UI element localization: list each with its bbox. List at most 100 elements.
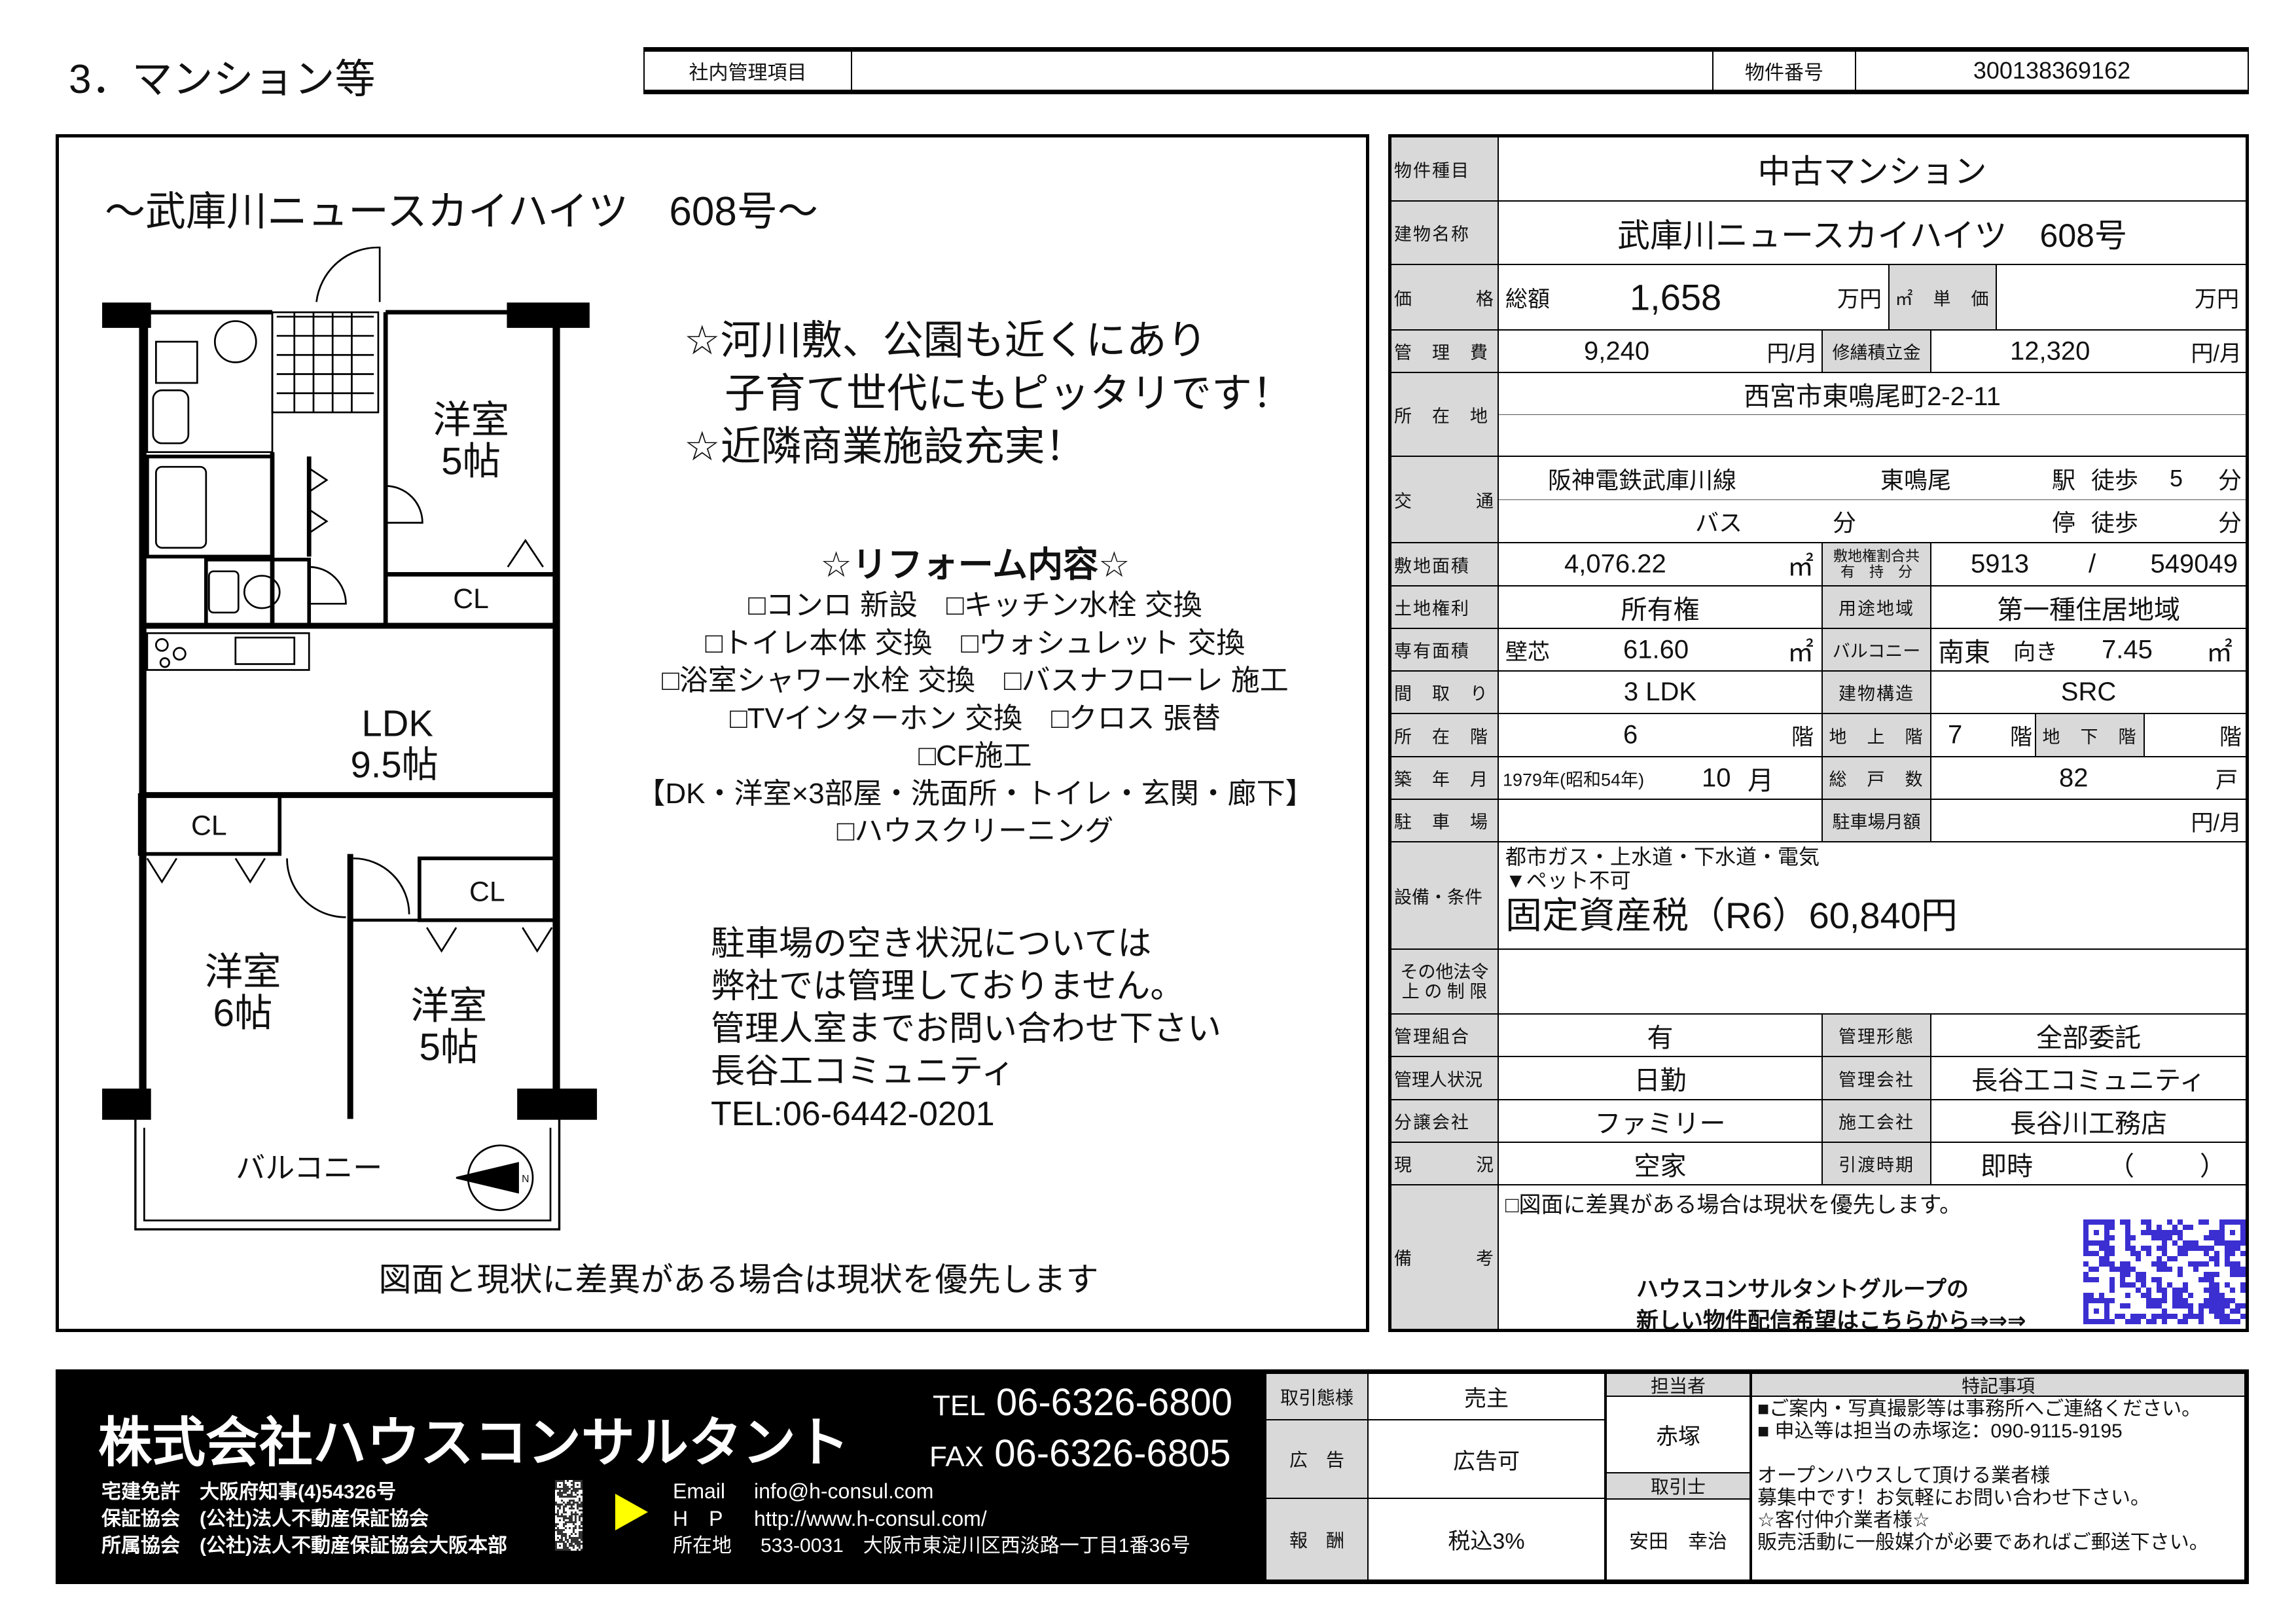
repair-fund: 12,320 bbox=[2010, 336, 2090, 365]
room-label: 洋室 bbox=[410, 984, 487, 1027]
note-line: オープンハウスして頂ける業者様 bbox=[1757, 1465, 2051, 1487]
license-line: 所属協会 (公社)法人不動産保証協会大阪本部 bbox=[101, 1535, 507, 1557]
row-facilities: 設備・条件 都市ガス・上水道・下水道・電気 ▼ペット不可 固定資産税（R6）60… bbox=[1391, 842, 2246, 950]
floor-area: 61.60 bbox=[1623, 635, 1689, 664]
reform-item: □CF施工 bbox=[918, 740, 1032, 772]
label: 現 bbox=[1394, 1155, 1413, 1175]
note-line bbox=[1757, 1443, 2239, 1465]
label: 考 bbox=[1476, 1249, 1495, 1269]
paren: ） bbox=[2200, 1151, 2226, 1181]
compass-north-icon: N bbox=[522, 1174, 529, 1185]
room-size: 6帖 bbox=[213, 992, 273, 1035]
label: 特記事項 bbox=[1751, 1373, 2246, 1397]
fax: 06-6326-6805 bbox=[994, 1432, 1231, 1475]
footer: 株式会社ハウスコンサルタント TEL 06-6326-6800 FAX 06-6… bbox=[56, 1369, 2249, 1584]
reform-title: ☆リフォーム内容☆ bbox=[820, 545, 1130, 585]
mgmt-company: 長谷工コミュニティ bbox=[1971, 1066, 2206, 1095]
unit: 戸 bbox=[2215, 768, 2238, 793]
label: 駐車場月額 bbox=[1821, 800, 1931, 841]
fax-label: FAX bbox=[929, 1441, 984, 1473]
building-name: 武庫川ニュースカイハイツ 608号 bbox=[1617, 217, 2127, 254]
deal-table: 取引態様 売主 広 告 広告可 報 酬 税込3% 担当者 赤塚 取引士 安田 幸… bbox=[1265, 1373, 2246, 1581]
row-remarks: 備 考 □図面に差異がある場合は現状を優先します。 ハウスコンサルタントグループの… bbox=[1391, 1185, 2246, 1333]
unit: ㎡ bbox=[2206, 638, 2233, 667]
paren: （ bbox=[2108, 1151, 2134, 1181]
label: 専有面積 bbox=[1391, 629, 1499, 670]
row-land-right: 土地権利 所有権 用途地域 第一種住居地域 bbox=[1391, 586, 2246, 629]
address-label: 所在地 bbox=[673, 1535, 732, 1557]
label: 報 酬 bbox=[1265, 1498, 1369, 1581]
label: 施工会社 bbox=[1821, 1100, 1931, 1142]
special-notes: ■ご案内・写真撮影等は事務所へご連絡ください。 ■ 申込等は担当の赤塚迄：090… bbox=[1751, 1396, 2246, 1581]
group-line: ハウスコンサルタントグループの bbox=[1636, 1277, 1969, 1302]
label: その他法令 bbox=[1400, 962, 1489, 982]
parking-note-line: 駐車場の空き状況については bbox=[711, 925, 1152, 963]
developer: ファミリー bbox=[1594, 1109, 1726, 1138]
label: 管理会社 bbox=[1821, 1057, 1931, 1099]
listing-title: ～武庫川ニュースカイハイツ 608号～ bbox=[105, 189, 818, 234]
parking-note-line: TEL:06-6442-0201 bbox=[711, 1095, 995, 1133]
row-transport: 交 通 阪神電鉄武庫川線 東鳴尾 駅 徒歩 5 分 バス 分 停 徒歩 分 bbox=[1391, 457, 2246, 543]
label: 停 bbox=[2052, 509, 2076, 536]
reform-item: □ハウスクリーニング bbox=[836, 815, 1114, 847]
label: 分 bbox=[2217, 466, 2242, 494]
row-status: 現 況 空家 引渡時期 即時 （ ） bbox=[1391, 1143, 2246, 1185]
label: 通 bbox=[1476, 491, 1495, 511]
unit: ㎡ bbox=[1787, 638, 1814, 667]
label: 分 bbox=[2217, 509, 2242, 536]
email-link[interactable]: info@h-consul.com bbox=[754, 1479, 934, 1503]
note-line: 募集中です！お気軽にお問い合わせ下さい。 bbox=[1757, 1487, 2150, 1509]
unit: 円/月 bbox=[2191, 810, 2242, 835]
reform-item: □浴室シャワー水栓 交換 □バスナフローレ 施工 bbox=[662, 664, 1289, 696]
reform-section: ☆リフォーム内容☆ □コンロ 新設 □キッチン水栓 交換 □トイレ本体 交換 □… bbox=[615, 543, 1335, 850]
qr-code-icon[interactable] bbox=[555, 1480, 583, 1551]
area-basis: 壁芯 bbox=[1505, 640, 1550, 664]
company-address: 533-0031 大阪市東淀川区西淡路一丁目1番36号 bbox=[761, 1535, 1191, 1557]
current-status: 空家 bbox=[1634, 1151, 1687, 1181]
internal-label: 社内管理項目 bbox=[645, 52, 852, 90]
label: 物件種目 bbox=[1391, 137, 1499, 200]
price: 1,658 bbox=[1630, 276, 1722, 318]
reform-item: □TVインターホン 交換 □クロス 張替 bbox=[730, 702, 1221, 734]
label: 価 bbox=[1394, 289, 1413, 309]
label: 徒歩 bbox=[2091, 509, 2139, 536]
commission: 税込3% bbox=[1367, 1498, 1605, 1581]
page-section-title: 3．マンション等 bbox=[69, 57, 376, 102]
unit: 月 bbox=[1748, 766, 1774, 795]
promo-line: 子育て世代にもピッタリです！ bbox=[684, 371, 1293, 416]
label: 取引士 bbox=[1605, 1472, 1751, 1500]
company-banner: 株式会社ハウスコンサルタント TEL 06-6326-6800 FAX 06-6… bbox=[59, 1373, 1265, 1581]
label: バス bbox=[1695, 509, 1743, 536]
unit-price-unit: 万円 bbox=[2195, 287, 2239, 312]
unit: 階 bbox=[2010, 725, 2032, 750]
row-manager: 管理人状況 日勤 管理会社 長谷工コミュニティ bbox=[1391, 1057, 2246, 1100]
note-line: ☆客付仲介業者様☆ bbox=[1757, 1509, 1930, 1531]
label: 取引態様 bbox=[1265, 1373, 1369, 1420]
total-units: 82 bbox=[2059, 763, 2089, 792]
mgmt-form: 全部委託 bbox=[2036, 1023, 2141, 1053]
price-unit: 万円 bbox=[1837, 287, 1882, 312]
parking-note-line: 弊社では管理しておりません。 bbox=[711, 967, 1185, 1005]
builder: 長谷川工務店 bbox=[2010, 1109, 2167, 1138]
unit: 階 bbox=[1791, 725, 1814, 750]
slash: / bbox=[2089, 549, 2096, 579]
label: 地 下 階 bbox=[2035, 714, 2145, 756]
label: 交 bbox=[1394, 491, 1413, 511]
balcony-direction: 南東 bbox=[1938, 638, 1990, 667]
qr-code-icon[interactable] bbox=[2083, 1219, 2246, 1324]
email-label: Email bbox=[673, 1479, 726, 1503]
license-line: 保証協会 (公社)法人不動産保証協会 bbox=[101, 1508, 429, 1530]
rail-line: 阪神電鉄武庫川線 bbox=[1548, 466, 1737, 494]
label: 駅 bbox=[2052, 466, 2076, 494]
parking-note-line: 長谷工コミュニティ bbox=[711, 1053, 1015, 1091]
label: 況 bbox=[1476, 1155, 1495, 1175]
balcony-label: バルコニー bbox=[236, 1151, 382, 1184]
facilities-line: 都市ガス・上水道・下水道・電気 bbox=[1505, 845, 1820, 869]
label: 徒歩 bbox=[2091, 466, 2139, 494]
label: 引渡時期 bbox=[1821, 1143, 1931, 1184]
reform-item: □トイレ本体 交換 □ウォシュレット 交換 bbox=[705, 626, 1246, 659]
layout: 3 LDK bbox=[1623, 677, 1697, 706]
row-area: 専有面積 壁芯 61.60 ㎡ バルコニー 南東 向き 7.45 ㎡ bbox=[1391, 629, 2246, 672]
row-developer: 分譲会社 ファミリー 施工会社 長谷川工務店 bbox=[1391, 1100, 2246, 1143]
homepage-link[interactable]: http://www.h-consul.com/ bbox=[754, 1507, 987, 1530]
